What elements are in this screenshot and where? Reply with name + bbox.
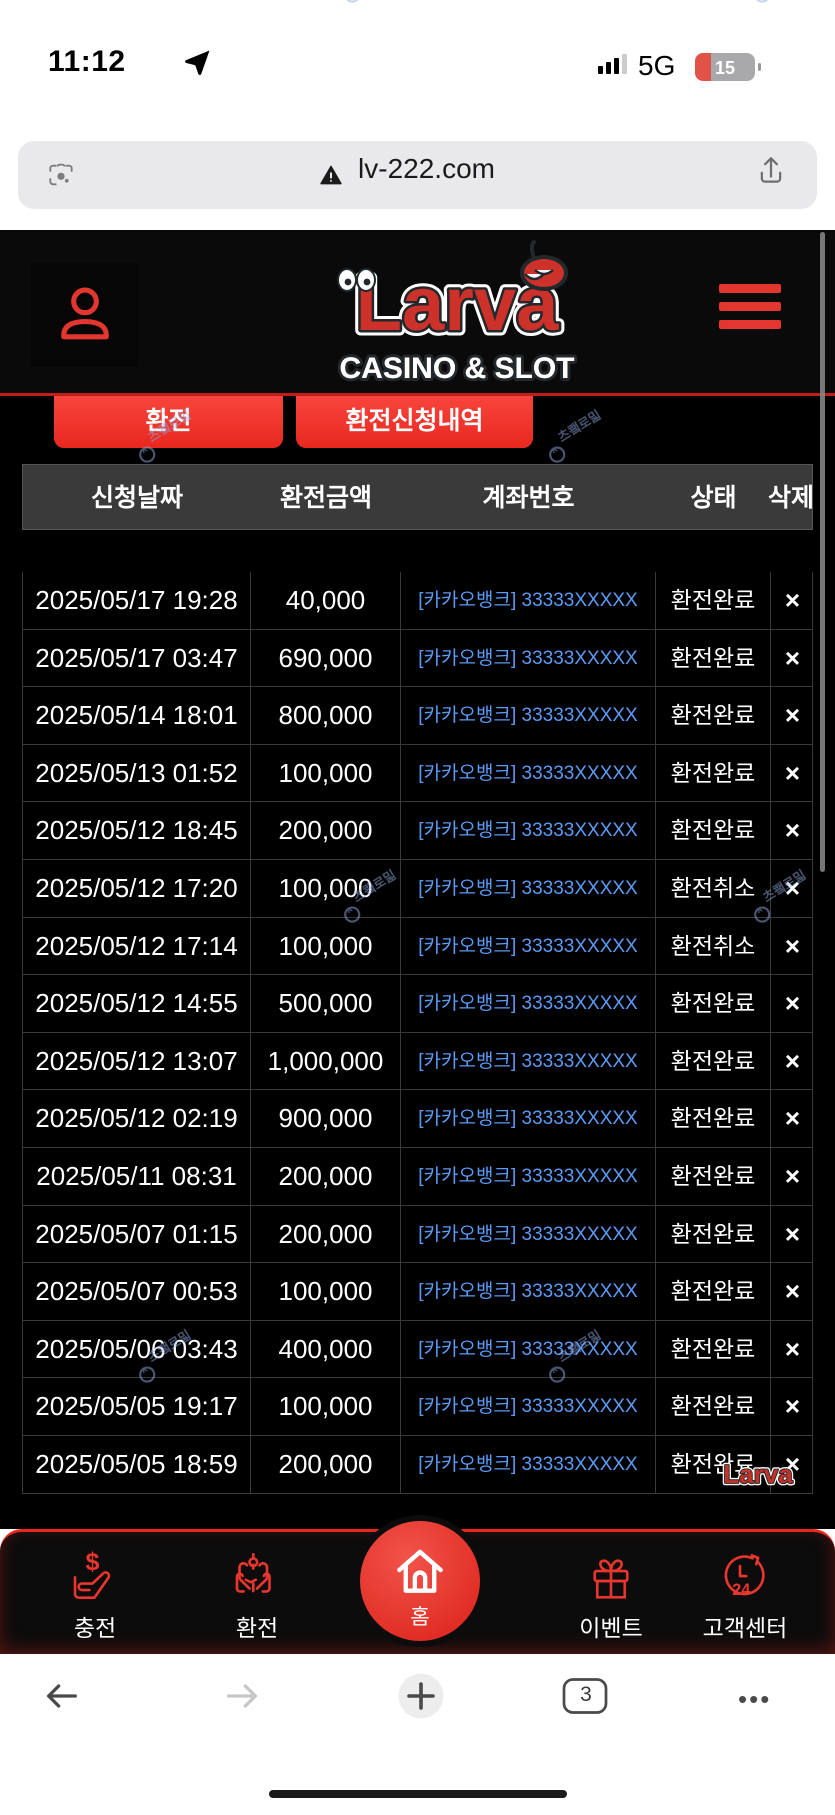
svg-text:15: 15 <box>715 58 735 78</box>
svg-text:$: $ <box>86 1548 100 1576</box>
svg-text:CASINO & SLOT: CASINO & SLOT <box>339 352 574 385</box>
svg-text:24: 24 <box>732 1581 750 1599</box>
svg-text:Larva: Larva <box>723 1459 793 1489</box>
